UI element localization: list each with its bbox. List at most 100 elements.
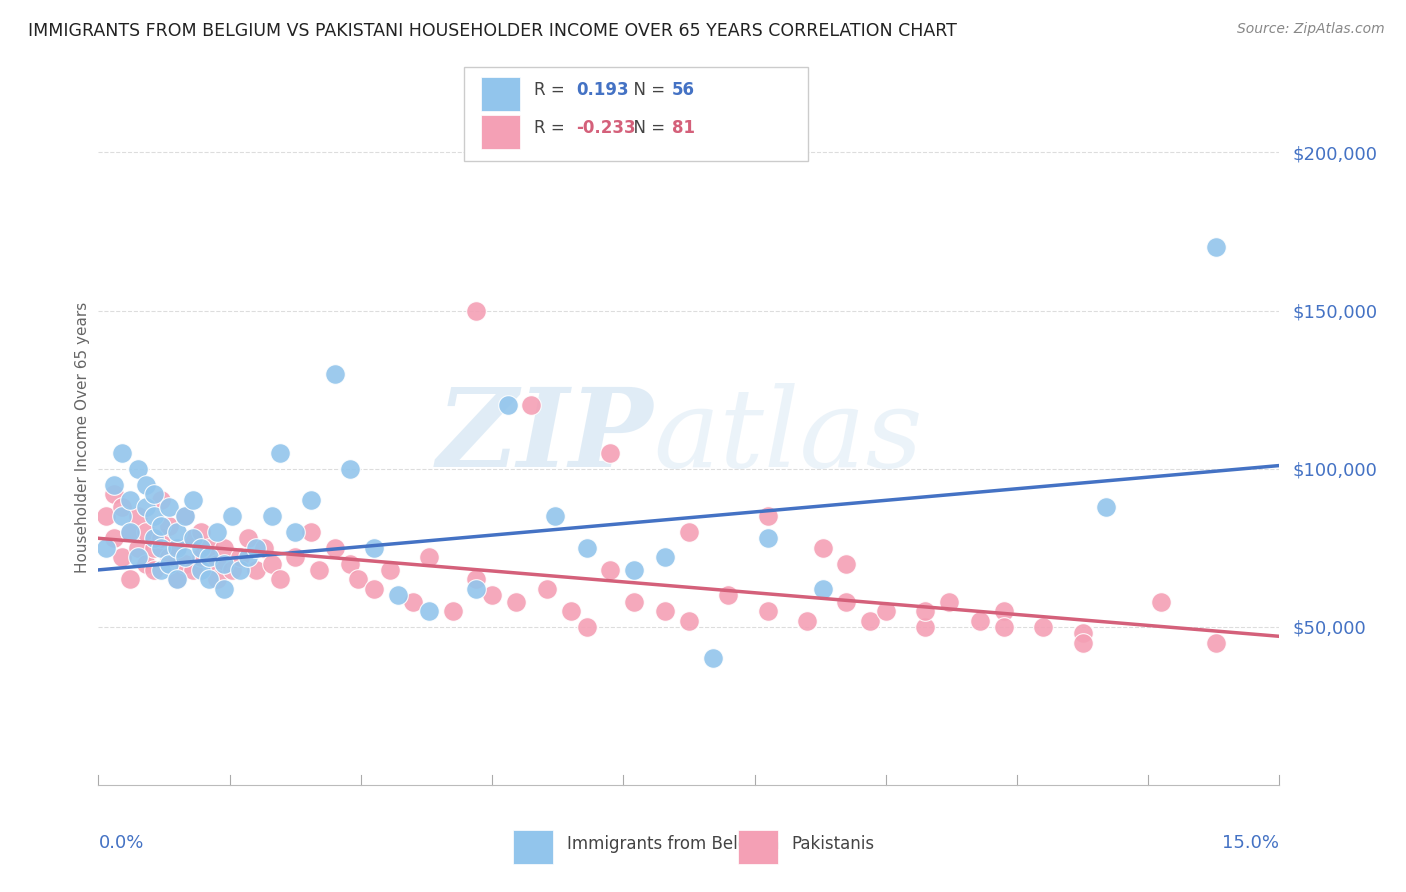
Point [236,531,259,545]
Point [142,509,165,524]
Point [181,531,204,545]
Point [363,582,385,596]
Point [465,573,488,587]
Point [221,509,243,524]
Point [339,461,361,475]
Point [236,550,259,565]
Point [150,541,173,555]
Point [127,509,149,524]
Point [197,550,219,565]
Point [103,531,125,545]
Point [811,582,834,596]
Point [1032,620,1054,634]
Text: R =: R = [534,120,571,137]
Point [111,550,134,565]
Point [205,557,228,571]
Point [299,493,322,508]
Point [127,550,149,565]
Point [190,550,212,565]
Point [166,524,188,539]
Point [118,573,141,587]
Point [260,509,283,524]
Point [520,399,543,413]
Text: N =: N = [623,120,671,137]
Point [197,541,219,555]
Point [505,594,527,608]
Point [599,446,621,460]
Point [174,550,197,565]
Point [127,541,149,555]
Point [135,557,157,571]
Point [157,550,180,565]
Point [96,541,118,555]
Point [103,487,125,501]
Point [181,493,204,508]
Point [347,573,370,587]
Point [135,500,157,514]
Point [229,563,252,577]
Point [993,604,1015,618]
Point [118,493,141,508]
Point [214,541,236,555]
Point [197,573,219,587]
Point [229,550,252,565]
Y-axis label: Householder Income Over 65 years: Householder Income Over 65 years [75,301,90,573]
Point [190,524,212,539]
Point [993,620,1015,634]
Point [157,500,180,514]
Point [1150,594,1173,608]
Point [575,541,598,555]
Point [284,550,307,565]
Point [717,588,740,602]
Point [174,557,197,571]
Point [190,541,212,555]
Point [111,500,134,514]
Text: IMMIGRANTS FROM BELGIUM VS PAKISTANI HOUSEHOLDER INCOME OVER 65 YEARS CORRELATIO: IMMIGRANTS FROM BELGIUM VS PAKISTANI HOU… [28,22,957,40]
Point [363,541,385,555]
Point [1095,500,1118,514]
Point [1071,626,1094,640]
Point [260,557,283,571]
Point [181,531,204,545]
Point [253,541,276,555]
Point [142,531,165,545]
Point [599,563,621,577]
Point [214,582,236,596]
Point [323,541,346,555]
Text: R =: R = [534,81,575,99]
Point [654,604,676,618]
Point [914,620,936,634]
Text: ZIP: ZIP [437,384,654,491]
Text: 81: 81 [672,120,695,137]
Point [166,541,188,555]
Point [402,594,425,608]
Point [308,563,330,577]
Point [575,620,598,634]
Point [938,594,960,608]
Text: 56: 56 [672,81,695,99]
Point [150,563,173,577]
Point [150,531,173,545]
Point [796,614,818,628]
Text: -0.233: -0.233 [576,120,636,137]
Text: atlas: atlas [654,384,924,491]
Point [166,541,188,555]
Point [245,563,267,577]
Point [299,524,322,539]
Point [544,509,567,524]
Point [914,604,936,618]
Point [166,573,188,587]
Point [323,367,346,381]
Text: 15.0%: 15.0% [1222,834,1279,852]
Point [1205,635,1227,649]
Point [387,588,409,602]
Point [756,604,779,618]
Point [378,563,401,577]
Point [678,524,700,539]
Point [96,509,118,524]
Point [205,573,228,587]
Point [205,524,228,539]
Point [166,573,188,587]
Point [103,477,125,491]
Point [221,563,243,577]
